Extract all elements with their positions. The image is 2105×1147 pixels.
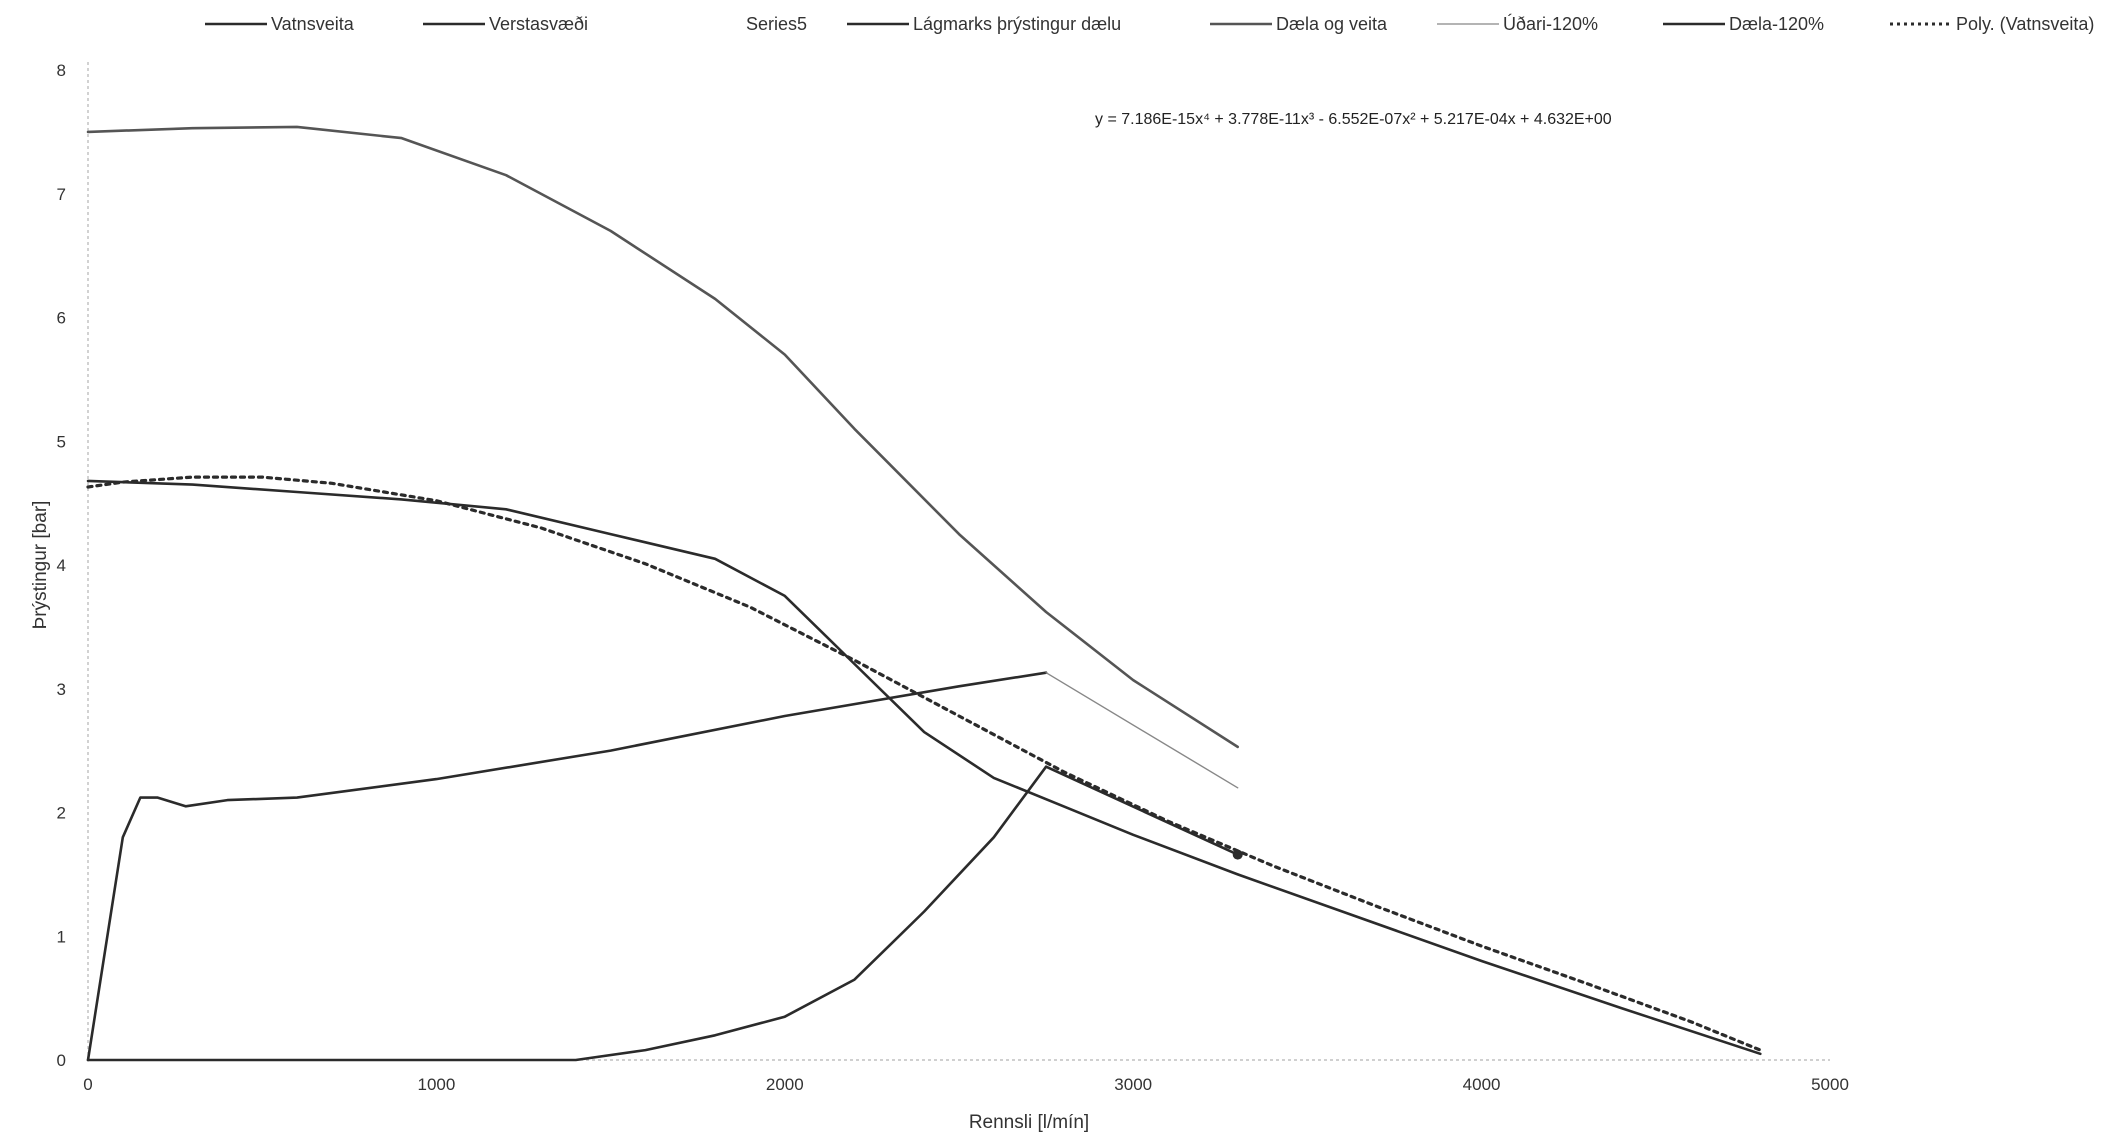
legend-label: Dæla og veita — [1276, 14, 1388, 34]
y-tick-label: 3 — [57, 680, 66, 699]
y-tick-label: 7 — [57, 185, 66, 204]
y-tick-label: 0 — [57, 1051, 66, 1070]
series-line-d-la-120 — [1044, 765, 1239, 856]
legend-item-d-la-og-veita: Dæla og veita — [1210, 14, 1388, 34]
series-line-verstasv-i — [86, 765, 1048, 1062]
legend-label: Verstasvæði — [489, 14, 588, 34]
axes: 0 1000 2000 3000 4000 5000 0 1 2 3 4 5 6 7 8 — [57, 61, 1849, 1094]
y-tick-label: 6 — [57, 309, 66, 328]
y-tick-label: 4 — [57, 556, 66, 575]
legend-label: Vatnsveita — [271, 14, 355, 34]
x-tick-label: 3000 — [1114, 1075, 1152, 1094]
y-axis-title: Þrýstingur [bar] — [30, 501, 51, 630]
legend: Vatnsveita Verstasvæði Series5 Lágmarks þrý… — [205, 13, 2094, 34]
x-tick-label: 0 — [83, 1075, 92, 1094]
legend-item-poly-vatnsveita: Poly. (Vatnsveita) — [1890, 14, 2094, 34]
legend-label: Dæla-120% — [1729, 14, 1824, 34]
series-line-poly-vatnsveita — [86, 475, 1762, 1052]
legend-label: Lágmarks þrýstingur dælu — [913, 14, 1121, 34]
series-line-lagmarks-rystingur-d-lu — [86, 671, 1048, 1062]
series-line-d-la-og-veita — [86, 125, 1239, 749]
legend-item-series5: Series5 — [746, 14, 807, 34]
y-tick-label: 1 — [57, 927, 66, 946]
legend-label: Poly. (Vatnsveita) — [1956, 14, 2094, 34]
plot-area — [86, 125, 1762, 1062]
legend-item-d-la-120: Dæla-120% — [1663, 14, 1824, 34]
legend-item-lagmarks-rystingur-d-lu: Lágmarks þrýstingur dælu — [847, 14, 1121, 34]
x-tick-label: 4000 — [1463, 1075, 1501, 1094]
legend-item-verstasv-i: Verstasvæði — [423, 14, 588, 34]
legend-item-vatnsveita: Vatnsveita — [205, 14, 355, 34]
trendline-equation: y = 7.186E-15x⁴ + 3.778E-11x³ - 6.552E-0… — [1095, 111, 1612, 128]
x-tick-label: 1000 — [417, 1075, 455, 1094]
x-axis-title: Rennsli [l/mín] — [969, 1112, 1089, 1133]
legend-label: Úðari-120% — [1503, 13, 1598, 34]
x-tick-label: 5000 — [1811, 1075, 1849, 1094]
series-end-marker-daela-120 — [1232, 849, 1243, 860]
y-tick-label: 8 — [57, 61, 66, 80]
y-tick-label: 2 — [57, 804, 66, 823]
legend-item-u-ari-120: Úðari-120% — [1437, 13, 1598, 34]
series-line-u-ari-120 — [1045, 672, 1239, 789]
x-tick-label: 2000 — [766, 1075, 804, 1094]
y-tick-label: 5 — [57, 432, 66, 451]
legend-label: Series5 — [746, 14, 807, 34]
series-line-vatnsveita — [86, 479, 1762, 1056]
